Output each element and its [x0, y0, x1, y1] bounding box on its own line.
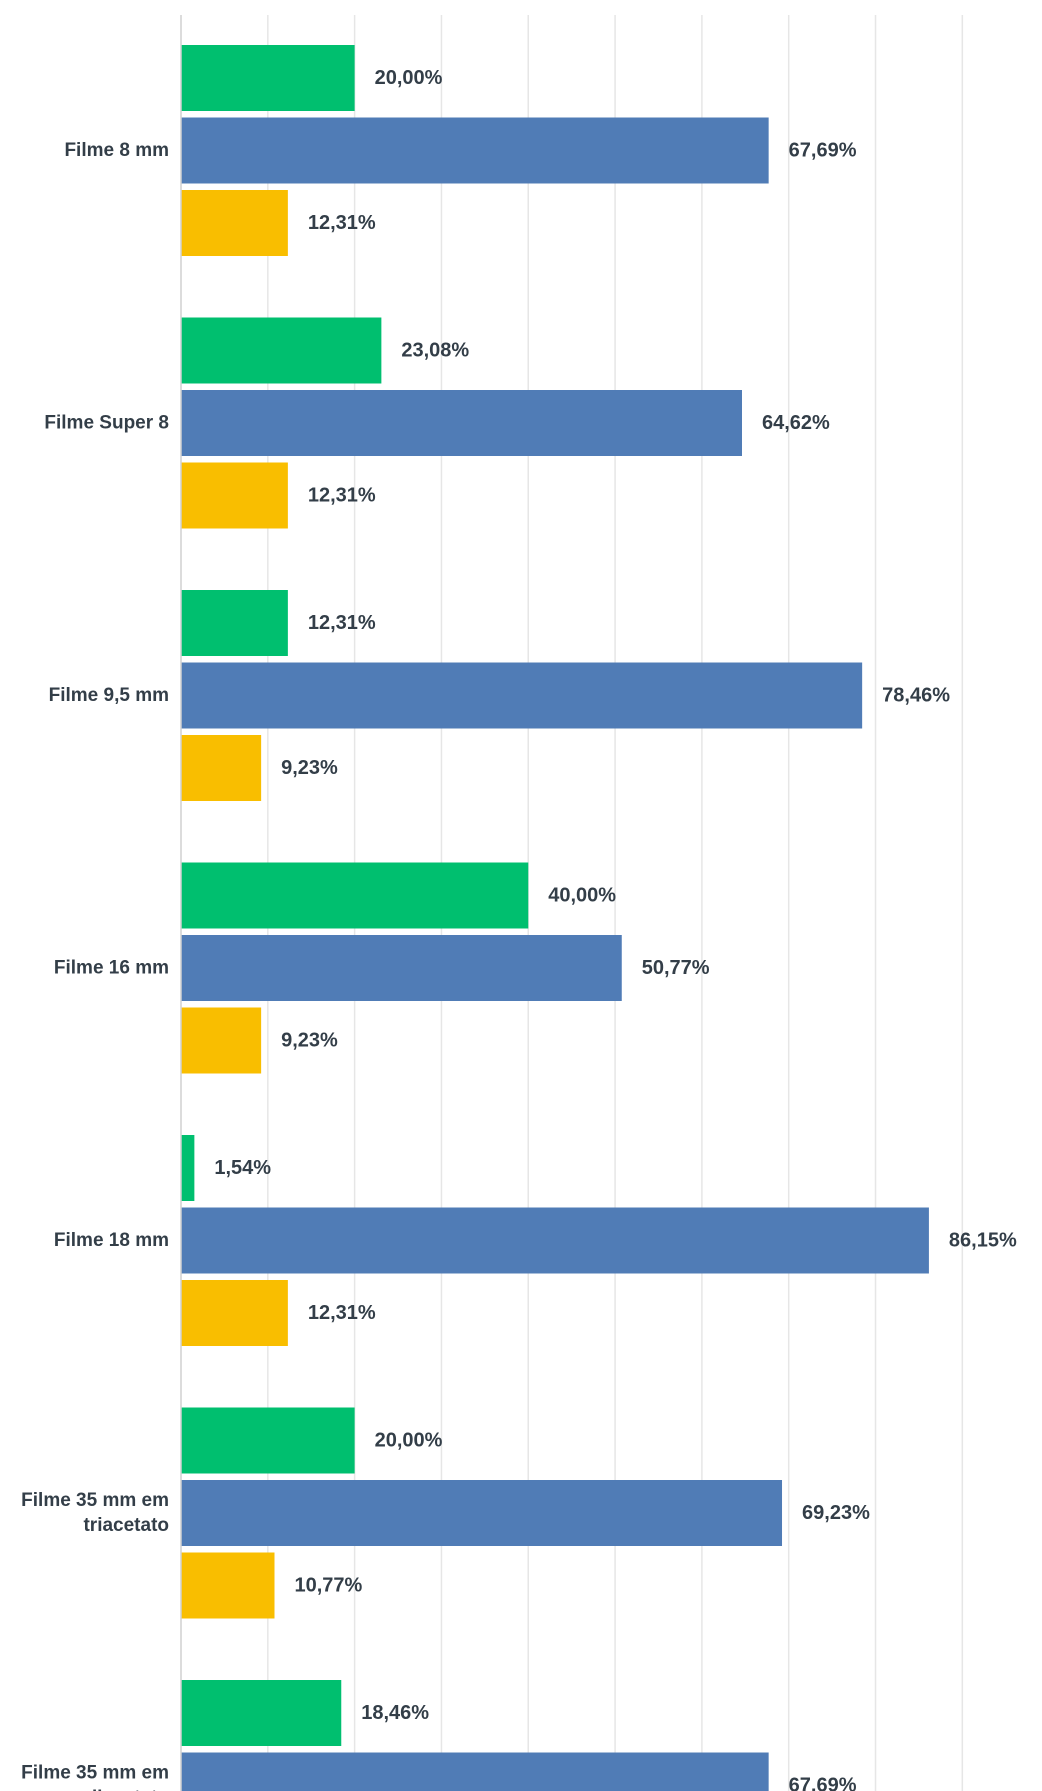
bar: [181, 935, 622, 1001]
bar: [181, 1680, 342, 1746]
bar: [181, 317, 382, 384]
category-label: Filme 35 mm em: [21, 1490, 169, 1511]
bar: [181, 862, 529, 929]
category-label: Filme 9,5 mm: [49, 685, 169, 706]
data-label: 9,23%: [281, 757, 338, 779]
category-label: Filme 35 mm em: [21, 1763, 169, 1784]
bar: [181, 1207, 929, 1274]
bars: [181, 45, 929, 1791]
bar: [181, 190, 288, 256]
data-label: 1,54%: [214, 1157, 271, 1179]
data-label: 10,77%: [294, 1575, 362, 1597]
bar: [181, 45, 355, 111]
data-label: 9,23%: [281, 1030, 338, 1052]
bar: [181, 1407, 355, 1474]
bar: [181, 1007, 262, 1074]
data-label: 18,46%: [361, 1702, 429, 1724]
data-label: 12,31%: [308, 485, 376, 507]
category-label: diacetato: [86, 1788, 169, 1791]
data-label: 23,08%: [401, 340, 469, 362]
bar: [181, 117, 769, 184]
data-label: 50,77%: [642, 957, 710, 979]
data-label: 64,62%: [762, 412, 830, 434]
bar: [181, 662, 863, 729]
category-label: triacetato: [83, 1515, 169, 1536]
bar: [181, 1752, 769, 1791]
bar: [181, 590, 288, 656]
data-label: 40,00%: [548, 885, 616, 907]
bar: [181, 1480, 783, 1546]
bar: [181, 1552, 275, 1619]
bar: [181, 390, 742, 456]
data-label: 12,31%: [308, 612, 376, 634]
data-label: 20,00%: [375, 1430, 443, 1452]
data-label: 78,46%: [882, 685, 950, 707]
gridlines: [267, 15, 964, 1791]
labels: 20,00% 67,69% 12,31% Filme 8 mm 23,08% 64,62%…: [21, 67, 1017, 1791]
data-label: 12,31%: [308, 1302, 376, 1324]
category-label: Filme 16 mm: [54, 958, 169, 979]
bar: [181, 735, 262, 801]
category-label: Filme Super 8: [44, 413, 169, 434]
bar: [181, 1280, 288, 1346]
category-label: Filme 18 mm: [54, 1230, 169, 1251]
data-label: 12,31%: [308, 212, 376, 234]
data-label: 69,23%: [802, 1502, 870, 1524]
data-label: 86,15%: [949, 1230, 1017, 1252]
bar: [181, 1135, 195, 1201]
bar: [181, 462, 288, 529]
category-label: Filme 8 mm: [64, 140, 169, 161]
data-label: 67,69%: [789, 1775, 857, 1791]
data-label: 67,69%: [789, 140, 857, 162]
data-label: 20,00%: [375, 67, 443, 89]
